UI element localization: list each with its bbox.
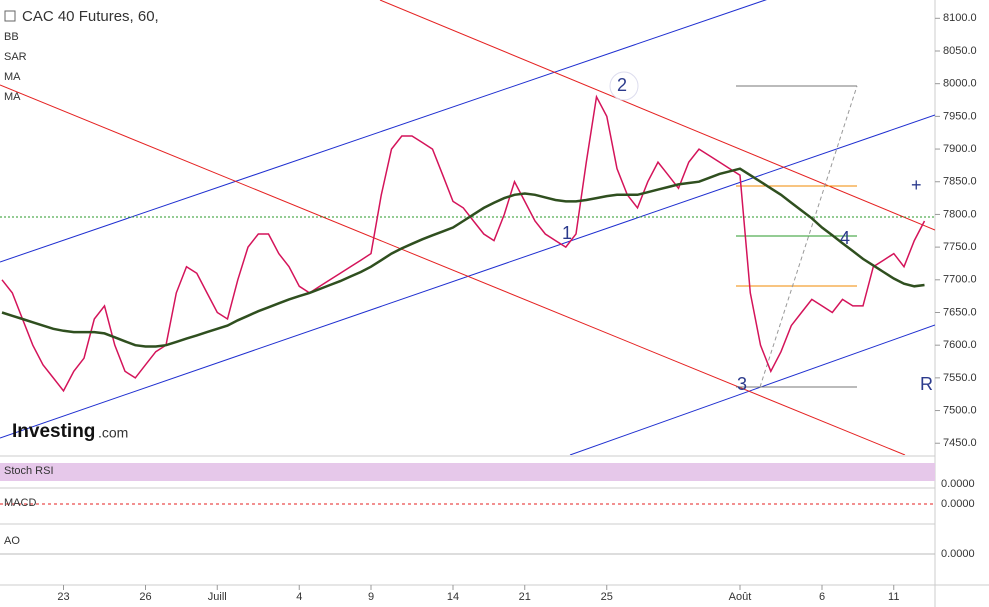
logo: Investing [12, 421, 95, 442]
stoch-band [0, 463, 935, 481]
channel-line [0, 84, 906, 455]
y-tick-label: 7450.0 [943, 437, 977, 449]
indicator-label[interactable]: MA [4, 91, 21, 103]
indicator-label[interactable]: BB [4, 31, 19, 43]
wave-label: 2 [617, 75, 627, 95]
panel-axis-label: 0.0000 [941, 478, 975, 490]
wave-label: 3 [737, 374, 747, 394]
y-tick-label: 7850.0 [943, 176, 977, 188]
y-tick-label: 7600.0 [943, 339, 977, 351]
wave-label: 4 [840, 228, 850, 248]
x-tick-label: 6 [819, 591, 825, 603]
annotation: R [920, 374, 933, 394]
panel-axis-label: 0.0000 [941, 498, 975, 510]
annotation[interactable]: + [911, 175, 922, 195]
x-tick-label: 4 [296, 591, 302, 603]
x-tick-label: Août [729, 591, 752, 603]
logo-suffix: .com [98, 425, 128, 441]
x-tick-label: 9 [368, 591, 374, 603]
x-tick-label: 23 [57, 591, 69, 603]
x-tick-label: 14 [447, 591, 459, 603]
series-line [1, 167, 925, 348]
x-tick-label: 26 [139, 591, 151, 603]
x-tick-label: 21 [519, 591, 531, 603]
wave-label: 1 [562, 223, 572, 243]
y-tick-label: 8000.0 [943, 78, 977, 90]
y-tick-label: 7550.0 [943, 372, 977, 384]
y-tick-label: 8100.0 [943, 12, 977, 24]
channel-line [569, 324, 935, 455]
x-tick-label: 25 [601, 591, 613, 603]
y-tick-label: 7650.0 [943, 306, 977, 318]
wave-marker [609, 71, 639, 101]
x-tick-label: 11 [888, 591, 899, 603]
trendlines [0, 0, 935, 455]
chart-title: CAC 40 Futures, 60, [22, 8, 159, 25]
x-tick-label: Juill [208, 591, 227, 603]
panel-label[interactable]: AO [4, 535, 20, 547]
panel-label[interactable]: Stoch RSI [4, 465, 54, 477]
y-tick-label: 8050.0 [943, 45, 977, 57]
panel-label[interactable]: MACD [4, 497, 36, 509]
fib-trend [759, 85, 858, 388]
y-tick-label: 7700.0 [943, 274, 977, 286]
y-tick-label: 7500.0 [943, 404, 977, 416]
y-tick-label: 7750.0 [943, 241, 977, 253]
panel-axis-label: 0.0000 [941, 548, 975, 560]
series-line [1, 94, 926, 393]
y-tick-label: 7950.0 [943, 110, 977, 122]
collapse-icon[interactable] [4, 10, 16, 22]
y-tick-label: 7800.0 [943, 208, 977, 220]
channel-line [379, 0, 935, 231]
indicator-label[interactable]: SAR [4, 51, 27, 63]
y-tick-label: 7900.0 [943, 143, 977, 155]
indicator-label[interactable]: MA [4, 71, 21, 83]
